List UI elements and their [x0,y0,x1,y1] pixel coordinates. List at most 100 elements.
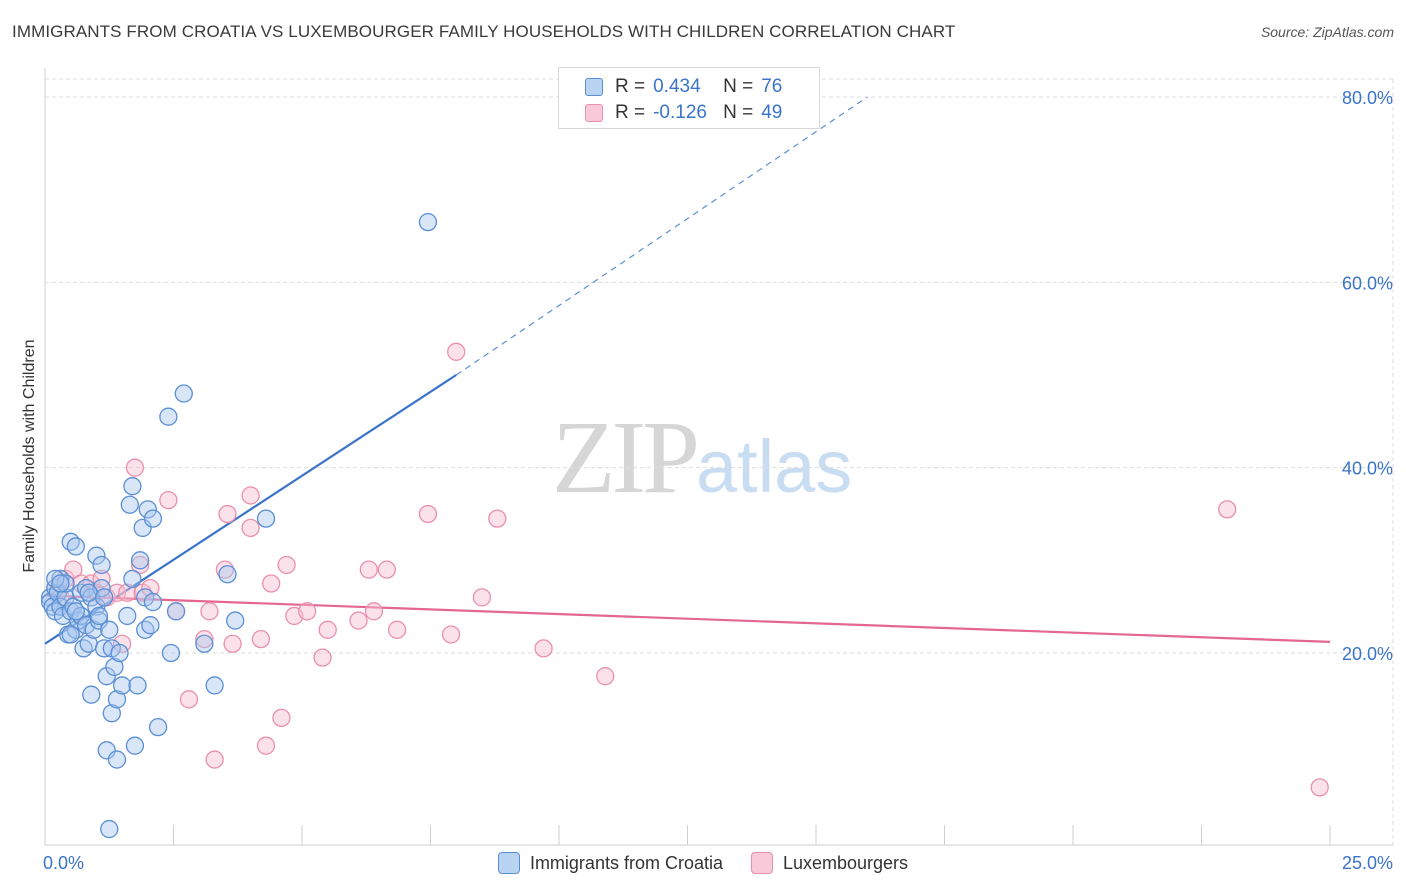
n-value: 49 [761,102,783,123]
croatia-point [92,555,111,575]
legend-item-luxembourgers: Luxembourgers [750,852,909,874]
legend-item-croatia: Immigrants from Croatia [497,852,723,874]
r-label: R = [615,102,646,123]
croatia-point [84,620,103,639]
croatia-point [125,736,145,755]
gridlines [45,78,1395,845]
luxembourgers-point [441,625,461,644]
legend-label-luxembourgers: Luxembourgers [782,852,909,873]
croatia-point [105,657,124,677]
croatia-point [195,634,214,653]
croatia-point [110,643,129,663]
croatia-point [205,676,224,695]
luxembourgers-point [488,509,507,528]
y-tick-label: 80.0% [1342,88,1393,108]
croatia-point [118,606,137,626]
y-tick-label: 40.0% [1342,459,1393,479]
x-tick-label: 0.0% [43,853,84,873]
croatia-point [66,537,85,556]
luxembourgers-point [241,486,260,505]
luxembourgers-trend-line [44,594,1331,643]
croatia-point [161,643,181,663]
croatia-point [174,384,193,403]
luxembourgers-point [272,708,291,728]
luxembourgers-point [359,560,378,579]
croatia-point [102,704,121,723]
luxembourgers-point [447,342,466,361]
luxembourgers-point [118,583,137,602]
croatia-point [143,592,163,612]
croatia-points [40,212,438,839]
croatia-point [159,407,178,426]
luxembourgers-point [472,588,492,607]
croatia-trend-extension [455,96,868,376]
source-credit: Source: ZipAtlas.com [1260,24,1394,40]
croatia-point [89,611,109,630]
legend-row-croatia: R = 0.434 N = 76 [585,75,782,99]
luxembourgers-point [297,602,317,621]
luxembourgers-point [313,648,332,667]
luxembourgers-point [179,690,199,709]
croatia-point [89,606,109,626]
x-tick-label: 25.0% [1342,853,1393,873]
croatia-point [51,574,70,593]
croatia-point [107,750,127,769]
r-label: R = [615,76,646,97]
croatia-swatch [497,852,520,874]
luxembourgers-point [318,620,337,639]
croatia-point [100,620,119,639]
luxembourgers-point [200,602,219,621]
luxembourgers-point [251,629,271,649]
croatia-point [107,690,127,709]
tick-labels: 20.0% 40.0% 60.0% 80.0% 0.0% 25.0% [43,88,1393,873]
axes [44,68,1393,846]
croatia-point [130,551,150,570]
luxembourgers-point [377,560,396,579]
croatia-point [166,602,186,621]
series-legend: Immigrants from Croatia Luxembourgers [0,852,1406,874]
croatia-point [97,741,116,760]
luxembourgers-point [205,750,224,769]
n-label: N = [723,76,754,97]
croatia-point [100,819,119,839]
watermark: ZIPatlas [552,398,852,517]
luxembourgers-swatch [585,104,603,122]
luxembourgers-point [418,504,438,524]
luxembourgers-point [277,555,296,575]
legend-row-luxembourgers: R = -0.126 N = 49 [585,101,782,125]
croatia-point [82,685,101,704]
croatia-point [138,500,157,519]
croatia-point [218,565,237,584]
luxembourgers-point [1218,500,1237,519]
croatia-point [79,583,98,602]
croatia-point [112,676,132,695]
croatia-point [418,212,438,232]
luxembourgers-point [241,518,260,538]
luxembourgers-swatch [750,852,773,874]
croatia-point [56,574,75,593]
croatia-point [94,588,114,607]
n-label: N = [723,102,754,123]
croatia-swatch [585,78,603,96]
luxembourgers-point [223,634,242,653]
y-tick-label: 20.0% [1342,644,1393,664]
croatia-point [66,602,85,621]
croatia-point [123,477,142,496]
luxembourgers-point [195,629,214,649]
croatia-point [141,616,160,635]
luxembourgers-point [387,620,407,639]
luxembourgers-point [534,639,553,658]
luxembourgers-point [256,736,276,755]
luxembourgers-point [262,574,281,593]
croatia-point [143,509,163,528]
croatia-point [148,717,168,737]
luxembourgers-point [92,569,111,589]
croatia-point [133,518,152,538]
luxembourgers-point [125,458,145,477]
chart-title: IMMIGRANTS FROM CROATIA VS LUXEMBOURGER … [12,22,956,41]
croatia-point [256,509,276,528]
croatia-point [87,546,106,565]
croatia-point [120,495,139,514]
legend-label-croatia: Immigrants from Croatia [529,852,723,873]
